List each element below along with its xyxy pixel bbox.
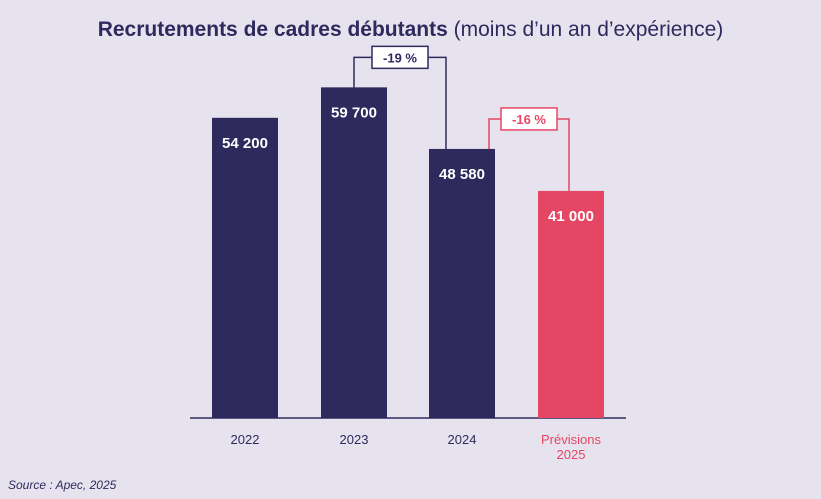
change-label-box-1 xyxy=(371,45,429,70)
chart-title-subtitle: (moins d’un an d’expérience) xyxy=(453,18,724,41)
x-tick-label-4-line-1: Prévisions xyxy=(541,432,601,447)
bar-value-label-1: 54 200 xyxy=(222,135,268,152)
change-label-1: -19 % xyxy=(383,50,417,65)
bar-1 xyxy=(212,117,278,419)
x-tick-label-4-line-2: 2025 xyxy=(557,447,586,462)
change-label-2: -16 % xyxy=(512,112,546,127)
x-tick-label-1: 2022 xyxy=(231,432,260,447)
bar-value-label-4: 41 000 xyxy=(548,208,594,225)
bar-3 xyxy=(429,148,495,419)
chart-title-main: Recrutements de cadres débutants xyxy=(97,18,448,41)
change-label-box-2 xyxy=(500,107,558,131)
x-tick-label-2: 2023 xyxy=(340,432,369,447)
bar-value-label-2: 59 700 xyxy=(331,104,377,121)
x-tick-label-3: 2024 xyxy=(448,432,477,447)
bar-value-label-3: 48 580 xyxy=(439,166,485,183)
bar-4 xyxy=(538,190,604,418)
chart-title: Recrutements de cadres débutants (moins … xyxy=(0,18,821,42)
bar-2 xyxy=(321,87,387,418)
source-note: Source : Apec, 2025 xyxy=(8,478,117,492)
